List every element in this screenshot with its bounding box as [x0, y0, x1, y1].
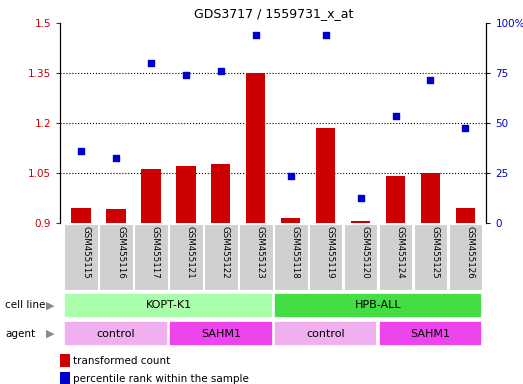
Bar — [72, 208, 90, 223]
FancyBboxPatch shape — [169, 321, 272, 346]
Bar — [141, 169, 161, 223]
Text: GSM455115: GSM455115 — [81, 225, 90, 278]
FancyBboxPatch shape — [414, 224, 447, 290]
Text: SAHM1: SAHM1 — [411, 329, 450, 339]
FancyBboxPatch shape — [274, 293, 482, 318]
Text: GSM455125: GSM455125 — [430, 225, 439, 278]
FancyBboxPatch shape — [274, 321, 378, 346]
FancyBboxPatch shape — [64, 321, 168, 346]
Bar — [60, 372, 71, 384]
FancyBboxPatch shape — [344, 224, 378, 290]
Text: transformed count: transformed count — [73, 356, 170, 366]
FancyBboxPatch shape — [99, 224, 133, 290]
Point — [252, 31, 260, 38]
Text: KOPT-K1: KOPT-K1 — [145, 300, 191, 310]
FancyBboxPatch shape — [449, 224, 482, 290]
FancyBboxPatch shape — [239, 224, 272, 290]
Text: GSM455120: GSM455120 — [361, 225, 370, 278]
Text: GSM455119: GSM455119 — [326, 225, 335, 278]
Point — [287, 173, 295, 179]
Text: agent: agent — [5, 329, 36, 339]
FancyBboxPatch shape — [379, 321, 482, 346]
Text: control: control — [306, 329, 345, 339]
FancyBboxPatch shape — [309, 224, 343, 290]
Bar — [60, 354, 71, 367]
Point — [77, 148, 85, 154]
Text: ▶: ▶ — [47, 329, 55, 339]
Point — [391, 113, 400, 119]
Point — [181, 71, 190, 78]
Text: GSM455118: GSM455118 — [291, 225, 300, 278]
Point — [426, 76, 435, 83]
Text: percentile rank within the sample: percentile rank within the sample — [73, 374, 249, 384]
FancyBboxPatch shape — [64, 293, 272, 318]
Point — [322, 31, 330, 38]
Bar — [246, 73, 265, 223]
Point — [112, 155, 120, 161]
Bar — [107, 209, 126, 223]
Text: GSM455116: GSM455116 — [116, 225, 125, 278]
Text: GSM455117: GSM455117 — [151, 225, 160, 278]
Bar — [456, 208, 475, 223]
Text: cell line: cell line — [5, 300, 46, 310]
Text: SAHM1: SAHM1 — [201, 329, 241, 339]
FancyBboxPatch shape — [379, 224, 412, 290]
Text: GSM455126: GSM455126 — [465, 225, 474, 278]
Bar — [211, 164, 231, 223]
Bar — [421, 173, 440, 223]
Title: GDS3717 / 1559731_x_at: GDS3717 / 1559731_x_at — [194, 7, 353, 20]
Point — [461, 125, 470, 131]
Bar — [176, 166, 196, 223]
Text: GSM455123: GSM455123 — [256, 225, 265, 278]
Bar — [281, 218, 300, 223]
Text: GSM455124: GSM455124 — [395, 225, 405, 278]
Text: control: control — [97, 329, 135, 339]
Text: ▶: ▶ — [47, 300, 55, 310]
FancyBboxPatch shape — [134, 224, 168, 290]
Text: GSM455121: GSM455121 — [186, 225, 195, 278]
Bar — [316, 128, 335, 223]
Point — [217, 68, 225, 74]
Bar — [351, 221, 370, 223]
Text: HPB-ALL: HPB-ALL — [355, 300, 401, 310]
FancyBboxPatch shape — [274, 224, 308, 290]
FancyBboxPatch shape — [169, 224, 203, 290]
FancyBboxPatch shape — [64, 224, 98, 290]
Point — [357, 195, 365, 201]
Point — [147, 60, 155, 66]
Bar — [386, 176, 405, 223]
FancyBboxPatch shape — [204, 224, 237, 290]
Text: GSM455122: GSM455122 — [221, 225, 230, 278]
